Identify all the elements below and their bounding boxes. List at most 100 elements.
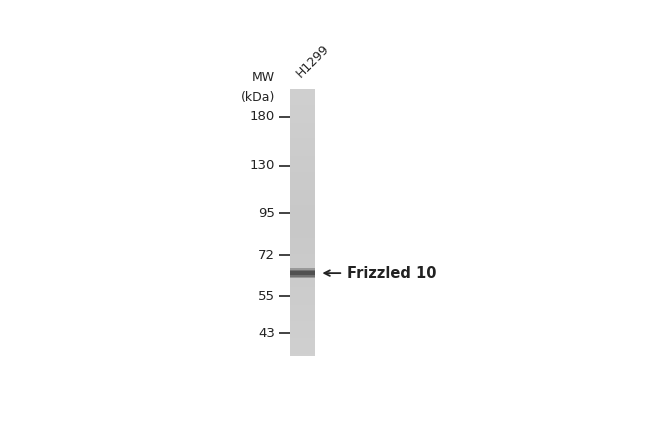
Bar [291, 160, 315, 163]
Bar [291, 329, 315, 332]
Bar [291, 151, 315, 154]
Text: 130: 130 [250, 160, 275, 172]
Bar [291, 218, 315, 221]
Bar [291, 192, 315, 194]
Bar [291, 322, 315, 325]
Bar [291, 298, 315, 300]
Bar [291, 96, 315, 98]
Bar [291, 203, 315, 205]
Bar [291, 260, 315, 263]
Text: 55: 55 [258, 289, 275, 303]
Bar [291, 254, 315, 256]
Bar [291, 320, 315, 323]
Bar [291, 180, 315, 183]
Bar [291, 285, 315, 287]
Bar [291, 303, 315, 305]
Bar [291, 149, 315, 152]
Bar [291, 256, 315, 258]
Bar [291, 194, 315, 196]
Text: 180: 180 [250, 110, 275, 123]
Bar [291, 196, 315, 198]
Bar [291, 214, 315, 216]
Bar [291, 158, 315, 161]
Bar [291, 107, 315, 110]
Bar [291, 271, 315, 274]
Bar [291, 338, 315, 341]
Bar [291, 145, 315, 147]
Bar [291, 103, 315, 105]
Bar [291, 162, 315, 165]
Bar [291, 268, 315, 278]
Bar [291, 123, 315, 125]
Bar [291, 189, 315, 192]
Bar [291, 171, 315, 174]
Bar [291, 92, 315, 94]
Bar [291, 209, 315, 212]
Bar [291, 325, 315, 327]
Bar [291, 111, 315, 114]
Bar [291, 291, 315, 294]
Bar [291, 187, 315, 189]
Bar [291, 300, 315, 303]
Bar [291, 270, 315, 277]
Bar [291, 211, 315, 214]
Bar [291, 314, 315, 316]
Bar [291, 100, 315, 103]
Bar [291, 216, 315, 219]
Bar [291, 245, 315, 247]
Bar [291, 136, 315, 138]
Text: MW: MW [252, 71, 275, 84]
Bar [291, 94, 315, 96]
Bar [291, 287, 315, 289]
Bar [291, 265, 315, 267]
Bar [291, 318, 315, 321]
Bar [291, 109, 315, 112]
Bar [291, 258, 315, 261]
Bar [291, 305, 315, 307]
Bar [291, 345, 315, 347]
Text: 72: 72 [258, 249, 275, 262]
Bar [291, 289, 315, 292]
Bar [291, 249, 315, 252]
Bar [291, 185, 315, 187]
Bar [291, 347, 315, 349]
Bar [291, 234, 315, 236]
Bar [291, 143, 315, 145]
Bar [291, 89, 315, 356]
Bar [291, 267, 315, 270]
Bar [291, 132, 315, 134]
Bar [291, 354, 315, 356]
Bar [291, 236, 315, 238]
Bar [291, 116, 315, 119]
Bar [291, 276, 315, 279]
Bar [291, 327, 315, 330]
Bar [291, 280, 315, 283]
Bar [291, 349, 315, 352]
Text: Frizzled 10: Frizzled 10 [347, 265, 437, 281]
Bar [291, 120, 315, 123]
Bar [291, 331, 315, 334]
Bar [291, 222, 315, 225]
Bar [291, 271, 315, 275]
Bar [291, 240, 315, 243]
Bar [291, 316, 315, 318]
Bar [291, 247, 315, 249]
Bar [291, 198, 315, 200]
Text: 95: 95 [258, 207, 275, 220]
Bar [291, 174, 315, 176]
Bar [291, 333, 315, 336]
Bar [291, 262, 315, 265]
Bar [291, 98, 315, 101]
Text: 43: 43 [258, 327, 275, 340]
Bar [291, 296, 315, 298]
Bar [291, 89, 315, 92]
Bar [291, 309, 315, 312]
Bar [291, 311, 315, 314]
Bar [291, 282, 315, 285]
Bar [291, 269, 315, 272]
Bar [291, 225, 315, 227]
Bar [291, 207, 315, 210]
Bar [291, 231, 315, 234]
Bar [291, 165, 315, 168]
Bar [291, 183, 315, 185]
